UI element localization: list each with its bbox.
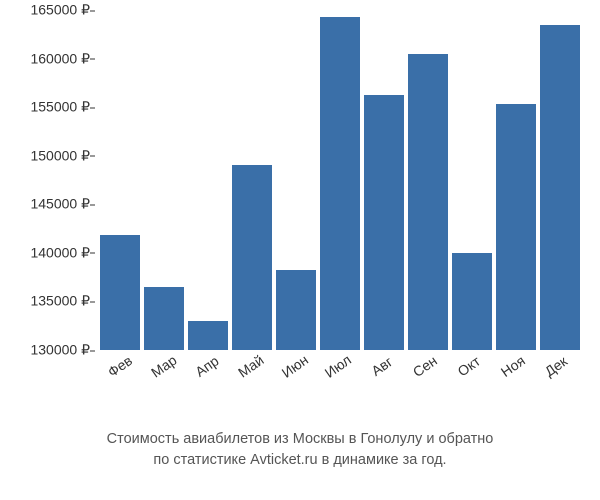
bar	[452, 253, 492, 350]
y-tick-label: 135000 ₽	[30, 293, 90, 310]
y-tick-label: 155000 ₽	[30, 99, 90, 116]
y-tick-label: 165000 ₽	[30, 2, 90, 19]
y-tick-label: 160000 ₽	[30, 50, 90, 67]
bar	[144, 287, 184, 350]
bar	[232, 165, 272, 350]
bar	[496, 104, 536, 350]
y-tick-label: 145000 ₽	[30, 196, 90, 213]
x-tick-label: Дек	[534, 347, 598, 413]
y-tick-label: 140000 ₽	[30, 244, 90, 261]
bar	[320, 17, 360, 350]
y-axis: 130000 ₽135000 ₽140000 ₽145000 ₽150000 ₽…	[0, 10, 95, 350]
bar	[276, 270, 316, 350]
bar	[364, 95, 404, 350]
bar	[100, 235, 140, 350]
caption-line-2: по статистике Avticket.ru в динамике за …	[0, 450, 600, 470]
chart-container: 130000 ₽ 135000 ₽ 140000 ₽ 145000 ₽ 150000 ₽…	[0, 0, 600, 400]
bars-group	[100, 10, 580, 350]
bar	[540, 25, 580, 350]
bar	[408, 54, 448, 350]
caption-line-1: Стоимость авиабилетов из Москвы в Гонолу…	[0, 429, 600, 449]
bar	[188, 321, 228, 350]
x-axis: ФевМарАпрМайИюнИюлАвгСенОктНояДек	[100, 355, 580, 405]
chart-caption: Стоимость авиабилетов из Москвы в Гонолу…	[0, 429, 600, 470]
y-tick-label: 130000 ₽	[30, 342, 90, 359]
y-tick-label: 150000 ₽	[30, 147, 90, 164]
plot-area	[100, 10, 580, 350]
